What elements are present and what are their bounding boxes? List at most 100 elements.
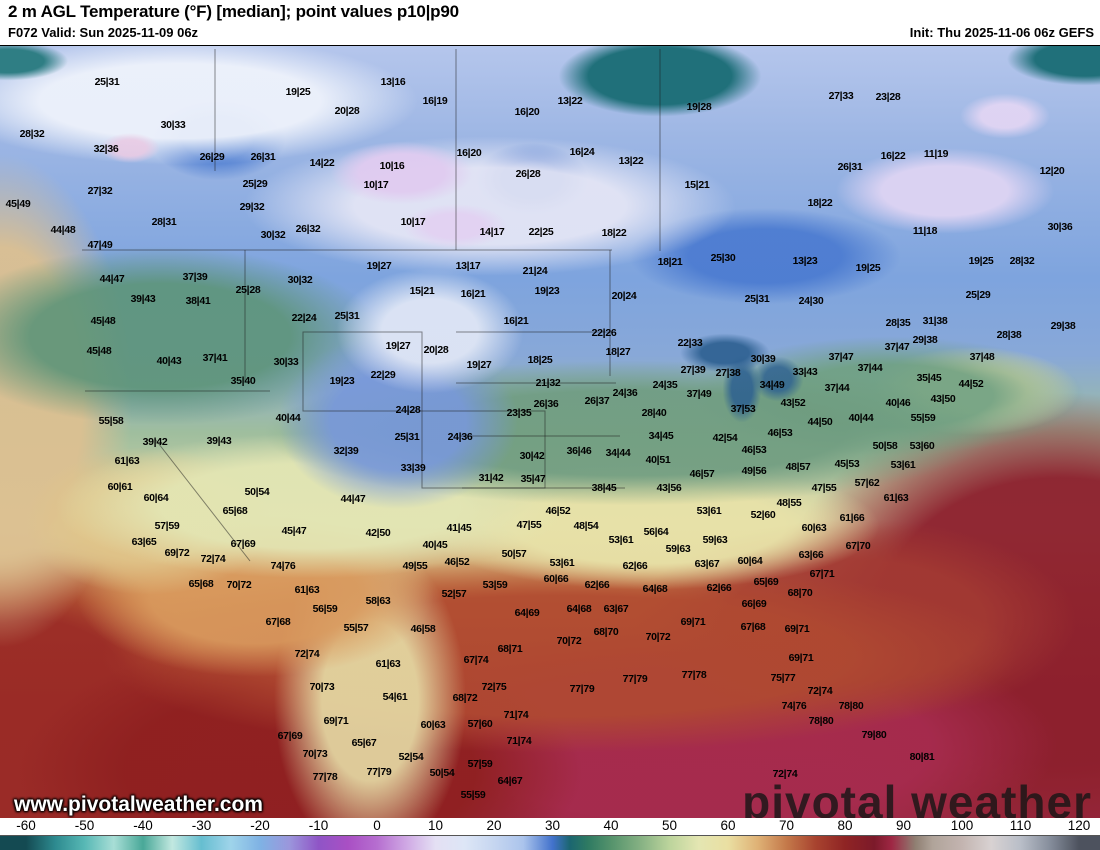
- point-value: 79|80: [861, 729, 887, 741]
- point-value: 13|22: [618, 155, 644, 167]
- point-value: 72|74: [294, 648, 320, 660]
- colorbar-tick-label: 30: [544, 818, 561, 833]
- point-value: 74|76: [781, 700, 807, 712]
- point-value: 80|81: [909, 751, 935, 763]
- header: 2 m AGL Temperature (°F) [median]; point…: [0, 0, 1100, 45]
- point-value: 29|38: [1050, 320, 1076, 332]
- point-value: 50|54: [244, 486, 270, 498]
- point-value: 50|54: [429, 767, 455, 779]
- point-value: 71|74: [503, 709, 529, 721]
- point-value: 55|57: [343, 622, 369, 634]
- point-value: 44|47: [340, 493, 366, 505]
- point-value: 19|27: [466, 359, 492, 371]
- point-value: 45|53: [834, 458, 860, 470]
- point-value: 30|39: [750, 353, 776, 365]
- point-value: 37|47: [828, 351, 854, 363]
- point-value: 68|72: [452, 692, 478, 704]
- point-value: 57|59: [154, 520, 180, 532]
- point-value: 31|42: [478, 472, 504, 484]
- point-value: 74|76: [270, 560, 296, 572]
- point-value: 47|55: [811, 482, 837, 494]
- point-value: 32|39: [333, 445, 359, 457]
- point-value: 20|28: [423, 344, 449, 356]
- point-value: 67|68: [265, 616, 291, 628]
- point-value: 53|61: [890, 459, 916, 471]
- point-value: 70|72: [556, 635, 582, 647]
- point-value: 11|18: [912, 225, 938, 237]
- point-value: 26|28: [515, 168, 541, 180]
- point-value: 70|73: [309, 681, 335, 693]
- point-value: 39|42: [142, 436, 168, 448]
- point-value: 72|74: [807, 685, 833, 697]
- point-value: 77|78: [312, 771, 338, 783]
- point-value: 26|37: [584, 395, 610, 407]
- point-value: 23|35: [506, 407, 532, 419]
- point-value: 67|74: [463, 654, 489, 666]
- point-value: 30|42: [519, 450, 545, 462]
- point-value: 21|24: [522, 265, 548, 277]
- point-value: 34|44: [605, 447, 631, 459]
- point-value: 23|28: [875, 91, 901, 103]
- point-value: 57|62: [854, 477, 880, 489]
- point-value: 68|70: [787, 587, 813, 599]
- point-value: 41|45: [446, 522, 472, 534]
- point-value: 32|36: [93, 143, 119, 155]
- point-value: 28|40: [641, 407, 667, 419]
- point-value: 22|25: [528, 226, 554, 238]
- point-value: 72|74: [772, 768, 798, 780]
- point-value: 33|43: [792, 366, 818, 378]
- point-value: 46|52: [444, 556, 470, 568]
- point-value: 18|25: [527, 354, 553, 366]
- point-value: 75|77: [770, 672, 796, 684]
- colorbar-tick-label: -20: [250, 818, 270, 833]
- point-value: 40|51: [645, 454, 671, 466]
- point-value: 61|63: [294, 584, 320, 596]
- colorbar-tick-label: -10: [308, 818, 329, 833]
- point-value: 44|50: [807, 416, 833, 428]
- point-value: 46|58: [410, 623, 436, 635]
- point-value: 67|69: [277, 730, 303, 742]
- point-value: 69|72: [164, 547, 190, 559]
- point-value: 27|38: [715, 367, 741, 379]
- colorbar-tick-label: 20: [486, 818, 502, 833]
- point-value: 64|67: [497, 775, 523, 787]
- point-value: 45|49: [5, 198, 31, 210]
- point-value: 69|71: [784, 623, 810, 635]
- colorbar-tick-label: 40: [603, 818, 619, 833]
- point-value: 19|23: [534, 285, 560, 297]
- point-value: 28|32: [1009, 255, 1035, 267]
- point-value: 29|32: [239, 201, 265, 213]
- point-value: 70|72: [645, 631, 671, 643]
- point-value: 26|32: [295, 223, 321, 235]
- point-value: 63|66: [798, 549, 824, 561]
- point-value: 69|71: [323, 715, 349, 727]
- point-value: 37|53: [730, 403, 756, 415]
- point-value: 27|32: [87, 185, 113, 197]
- point-value: 21|32: [535, 377, 561, 389]
- colorbar-tick-label: -60: [16, 818, 36, 833]
- point-value: 22|26: [591, 327, 617, 339]
- point-value: 44|47: [99, 273, 125, 285]
- point-value: 36|46: [566, 445, 592, 457]
- watermark-brand: pivotal weather: [742, 776, 1092, 828]
- point-value: 57|60: [467, 718, 493, 730]
- point-value: 31|38: [922, 315, 948, 327]
- point-value: 60|63: [801, 522, 827, 534]
- point-value: 27|39: [680, 364, 706, 376]
- point-value: 40|44: [275, 412, 301, 424]
- temperature-map: 25|31 28|32 30|33 32|36 26|29 26|31 27|32 25|29…: [0, 45, 1100, 825]
- point-value: 54|61: [382, 691, 408, 703]
- point-value: 62|66: [622, 560, 648, 572]
- point-value: 52|54: [398, 751, 424, 763]
- colorbar-gradient: [0, 835, 1100, 850]
- point-value: 63|67: [603, 603, 629, 615]
- point-value: 63|65: [131, 536, 157, 548]
- point-value: 30|32: [287, 274, 313, 286]
- point-value: 60|66: [543, 573, 569, 585]
- colorbar-tick-label: 50: [661, 818, 678, 833]
- point-value: 64|68: [642, 583, 668, 595]
- point-value: 24|36: [612, 387, 638, 399]
- point-value: 71|74: [506, 735, 532, 747]
- point-value: 10|17: [363, 179, 389, 191]
